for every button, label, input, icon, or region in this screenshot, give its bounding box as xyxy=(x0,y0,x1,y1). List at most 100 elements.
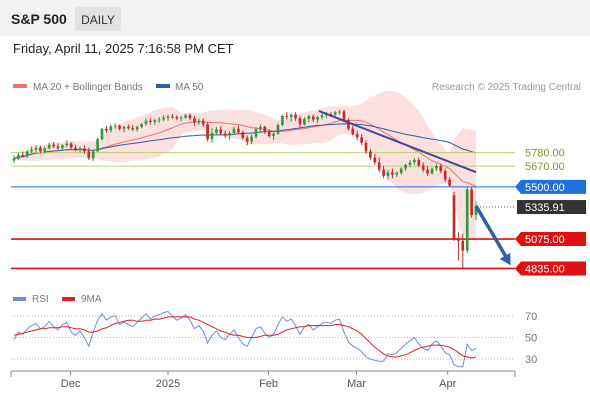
candle-body xyxy=(175,117,179,119)
candle xyxy=(386,169,390,180)
rsi-legend-label: RSI xyxy=(32,294,49,305)
rsi-ma-line xyxy=(13,316,477,359)
rsi-legend: RSI 9MA xyxy=(13,294,102,305)
candle-body xyxy=(289,114,293,118)
credit-text: Research © 2025 Trading Central xyxy=(432,82,581,93)
x-tick-label: Dec xyxy=(61,378,81,390)
candle-body xyxy=(373,157,377,163)
candle xyxy=(245,135,249,146)
candle-body xyxy=(113,125,117,127)
candle-body xyxy=(435,166,438,169)
candle xyxy=(237,125,240,135)
candle xyxy=(294,112,297,121)
level-label: 5780.00 xyxy=(525,148,565,160)
bollinger-bands xyxy=(14,90,476,242)
candle-body xyxy=(131,128,135,130)
candle xyxy=(267,129,271,138)
candle xyxy=(179,115,183,122)
candle xyxy=(452,191,456,241)
candle-body xyxy=(272,133,275,137)
candle xyxy=(448,177,451,187)
candle-body xyxy=(413,159,416,163)
candle-body xyxy=(329,114,333,115)
candle xyxy=(369,148,372,160)
candle xyxy=(263,125,267,135)
rsi-tick-label: 70 xyxy=(525,311,537,323)
candle xyxy=(135,125,139,132)
candle-body xyxy=(369,151,372,158)
candle xyxy=(289,113,293,122)
candle-body xyxy=(69,143,73,148)
candle-body xyxy=(417,159,421,166)
candle-body xyxy=(241,132,245,138)
candle-body xyxy=(25,151,29,157)
candle-body xyxy=(316,117,319,120)
candle-body xyxy=(171,116,174,118)
candle xyxy=(105,125,108,133)
candle xyxy=(364,140,368,154)
candle-body xyxy=(281,115,284,126)
candle-body xyxy=(443,171,447,180)
candle-body xyxy=(250,136,253,142)
candle xyxy=(78,146,82,153)
candle xyxy=(162,115,165,122)
candle xyxy=(355,130,359,141)
candle-body xyxy=(83,148,86,152)
candle xyxy=(360,134,363,146)
annotations xyxy=(318,110,511,266)
candle xyxy=(474,201,478,221)
candle-body xyxy=(399,168,403,173)
candle-body xyxy=(162,117,165,120)
candle xyxy=(272,131,275,141)
candle-body xyxy=(34,147,38,150)
candle xyxy=(443,168,447,183)
candle xyxy=(391,168,394,179)
candle-body xyxy=(408,162,412,165)
candle-body xyxy=(364,142,368,152)
rsi-tick-label: 50 xyxy=(525,333,537,345)
candle-body xyxy=(232,128,236,133)
candle xyxy=(21,151,25,158)
candle xyxy=(17,152,20,160)
level-label: 5500.00 xyxy=(525,182,565,194)
x-tick-label: Mar xyxy=(347,378,366,390)
candle-body xyxy=(210,133,214,140)
candle xyxy=(43,146,47,154)
candle-body xyxy=(149,120,152,122)
candle-body xyxy=(426,169,429,174)
candle xyxy=(206,121,209,142)
candle-body xyxy=(197,120,201,123)
candle xyxy=(285,112,289,120)
candle-body xyxy=(56,146,60,149)
candle-body xyxy=(342,111,346,121)
candle-body xyxy=(78,148,82,151)
level-tag-5500.00 xyxy=(515,179,586,194)
candle xyxy=(197,118,201,126)
candle-body xyxy=(430,168,434,174)
candle-body xyxy=(188,115,192,119)
candle-body xyxy=(267,131,271,137)
candle-body xyxy=(474,207,478,216)
candle-body xyxy=(351,128,355,135)
candle-body xyxy=(303,118,306,125)
candle xyxy=(395,171,399,178)
candle-body xyxy=(157,119,161,121)
candle xyxy=(254,126,258,139)
candle xyxy=(351,125,355,136)
candle xyxy=(140,123,143,129)
timeframe-badge[interactable] xyxy=(75,7,121,31)
candle-body xyxy=(96,139,99,152)
candle-body xyxy=(122,126,126,129)
candle xyxy=(131,125,135,132)
candle xyxy=(333,110,337,117)
rsi-tick-label: 30 xyxy=(525,354,537,366)
candle xyxy=(100,128,104,141)
candle-body xyxy=(470,189,473,216)
candle xyxy=(184,114,187,119)
candle-body xyxy=(166,116,170,118)
candle-body xyxy=(153,120,157,122)
candle-body xyxy=(421,165,425,170)
candle xyxy=(144,118,148,126)
